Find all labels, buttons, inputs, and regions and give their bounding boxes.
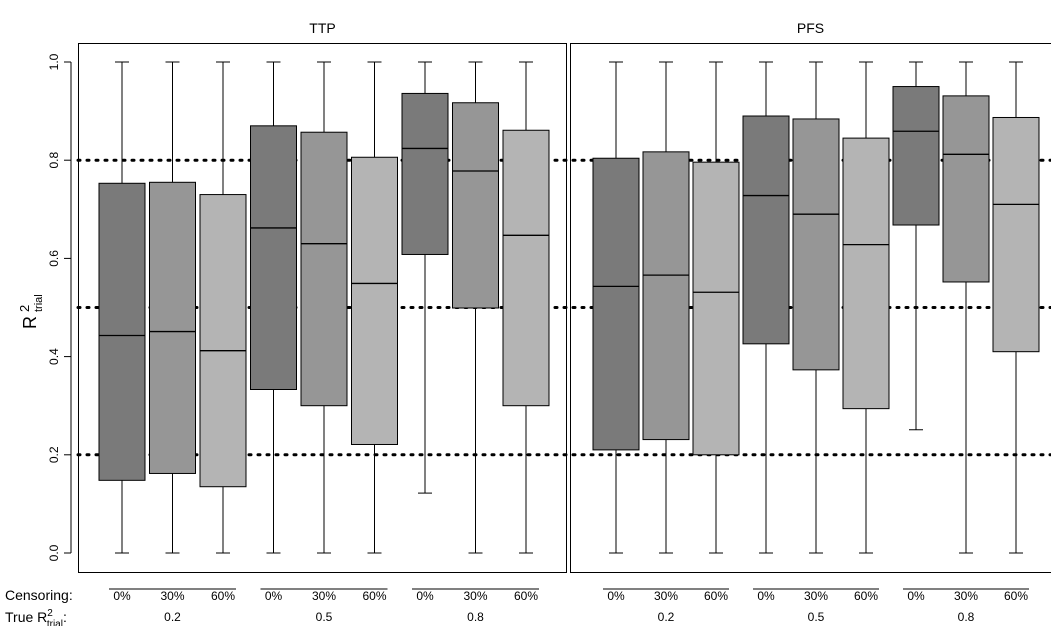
box-0%	[892, 61, 940, 431]
group-0.8	[892, 61, 1040, 554]
iqr-box	[742, 115, 790, 345]
iqr-box	[351, 156, 398, 445]
iqr-box	[792, 118, 840, 371]
panel-ttp: TTP	[78, 20, 567, 573]
censoring-label: 30%	[463, 589, 487, 603]
y-axis-label-sup: 2	[17, 305, 32, 312]
y-tick-label: 0.2	[47, 446, 61, 463]
censoring-label: 0%	[757, 589, 775, 603]
censoring-label: 30%	[804, 589, 828, 603]
censoring-label: 0%	[607, 589, 625, 603]
censoring-label: 30%	[654, 589, 678, 603]
y-tick-label: 0.8	[47, 152, 61, 169]
box-30%	[792, 61, 840, 554]
group-0.2	[98, 61, 247, 554]
censoring-label: 30%	[312, 589, 336, 603]
censoring-label: 60%	[704, 589, 728, 603]
iqr-box	[942, 95, 990, 283]
box-0%	[592, 61, 640, 554]
y-axis-label-sub: trial	[33, 294, 45, 312]
y-axis: 0.0 0.2 0.4 0.6 0.8 1.0 R 2 trial	[17, 53, 72, 561]
true-r2-label: 0.2	[164, 610, 181, 624]
iqr-box	[401, 92, 449, 255]
censoring-label: 0%	[907, 589, 925, 603]
censoring-label: 0%	[265, 589, 283, 603]
y-tick-label: 0.6	[47, 250, 61, 267]
true-r2-label: 0.5	[316, 610, 333, 624]
panel-title: PFS	[797, 20, 824, 36]
iqr-box	[199, 194, 247, 488]
true-r2-suffix: :	[63, 609, 67, 625]
iqr-box	[592, 157, 640, 451]
box-30%	[642, 61, 690, 554]
box-60%	[351, 61, 398, 554]
box-60%	[692, 61, 740, 554]
iqr-box	[692, 161, 740, 456]
true-r2-label: 0.5	[808, 610, 825, 624]
y-tick-label: 0.4	[47, 348, 61, 365]
iqr-box	[992, 116, 1040, 353]
censoring-label: 60%	[514, 589, 538, 603]
x-axis-labels: 0% 30% 60% 0.2 0% 30% 60% 0.5 0% 30% 60% 0.8 0% 30% 60…	[5, 587, 1029, 626]
iqr-box	[842, 137, 890, 410]
true-r2-label: 0.8	[467, 610, 484, 624]
group-0.5	[742, 61, 890, 554]
box-60%	[842, 61, 890, 554]
box-30%	[149, 61, 196, 554]
iqr-box	[452, 102, 499, 309]
box-60%	[199, 61, 247, 554]
group-0.5	[250, 61, 398, 554]
iqr-box	[642, 151, 690, 441]
iqr-box	[98, 182, 146, 481]
censoring-label: 30%	[160, 589, 184, 603]
panel-frame	[78, 43, 567, 573]
group-0.8	[401, 61, 550, 554]
y-tick-label: 0.0	[47, 544, 61, 561]
censoring-row-label: Censoring:	[5, 587, 73, 603]
panel-frame	[570, 43, 1051, 573]
censoring-label: 0%	[113, 589, 131, 603]
y-tick-label: 1.0	[47, 53, 61, 70]
box-0%	[98, 61, 146, 554]
true-r2-sup: 2	[47, 608, 53, 619]
censoring-label: 30%	[954, 589, 978, 603]
panel-title: TTP	[309, 20, 335, 36]
censoring-label: 60%	[362, 589, 386, 603]
y-axis-label-main: R	[20, 316, 40, 329]
censoring-label: 60%	[211, 589, 235, 603]
iqr-box	[300, 131, 348, 407]
iqr-box	[502, 129, 550, 407]
true-r2-row-label: True R2 trial:	[5, 608, 67, 626]
censoring-label: 60%	[854, 589, 878, 603]
group-0.2	[592, 61, 740, 554]
iqr-box	[250, 125, 297, 390]
true-r2-sub: trial	[47, 619, 63, 626]
box-60%	[992, 61, 1040, 554]
censoring-label: 0%	[416, 589, 434, 603]
true-r2-label: 0.2	[658, 610, 675, 624]
box-0%	[401, 61, 449, 494]
box-0%	[742, 61, 790, 554]
box-30%	[942, 61, 990, 554]
true-r2-label: 0.8	[958, 610, 975, 624]
censoring-label: 60%	[1004, 589, 1028, 603]
box-0%	[250, 61, 297, 554]
box-60%	[502, 61, 550, 554]
true-r2-prefix: True R	[5, 609, 47, 625]
panels: TTP PFS	[78, 20, 1051, 573]
panel-pfs: PFS	[570, 20, 1051, 573]
iqr-box	[149, 181, 196, 474]
box-30%	[452, 61, 499, 554]
y-axis-label: R 2 trial	[17, 294, 45, 329]
box-30%	[300, 61, 348, 554]
iqr-box	[892, 86, 940, 226]
